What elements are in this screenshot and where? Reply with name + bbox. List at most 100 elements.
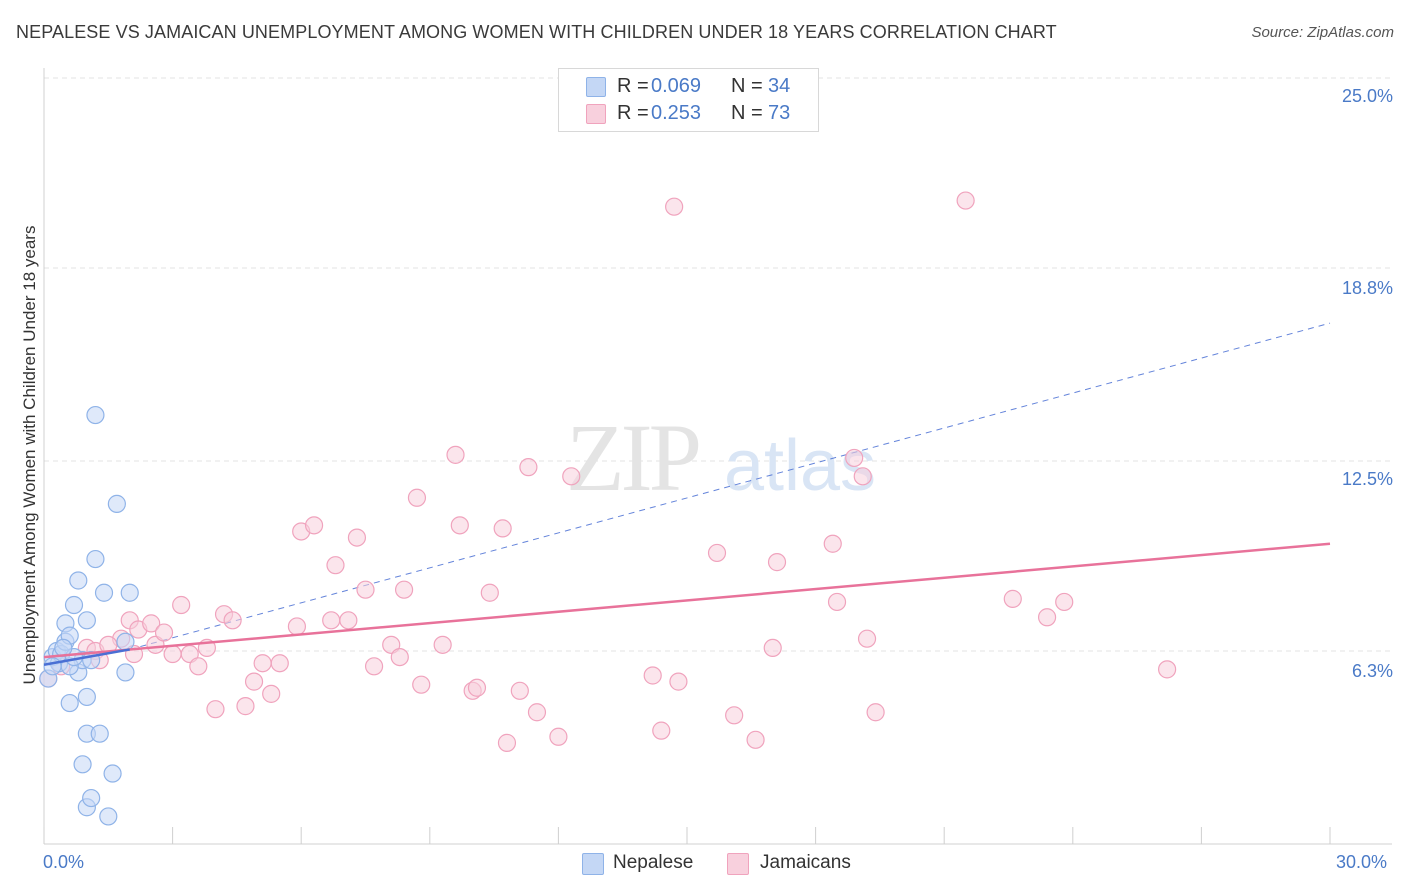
- nepalese-swatch: [586, 77, 606, 97]
- nepalese-swatch: [582, 853, 604, 875]
- jamaicans-point: [364, 657, 384, 676]
- jamaicans-point: [433, 635, 452, 654]
- nepalese-point: [116, 663, 135, 682]
- jamaicans-point: [446, 445, 465, 464]
- jamaicans-point: [326, 556, 345, 575]
- jamaicans-point: [270, 654, 289, 673]
- jamaicans-point: [497, 733, 517, 752]
- jamaicans-point: [244, 672, 264, 691]
- jamaicans-point: [857, 629, 877, 648]
- y-tick-label: 6.3%: [1351, 661, 1393, 681]
- nepalese-point: [82, 788, 101, 808]
- jamaicans-swatch: [727, 853, 749, 875]
- jamaicans-point: [707, 543, 727, 563]
- jamaicans-point: [652, 721, 671, 740]
- jamaicans-point: [287, 617, 307, 636]
- jamaicans-point: [519, 458, 538, 477]
- jamaicans-point: [493, 519, 512, 538]
- jamaicans-point: [412, 675, 431, 694]
- x-tick-label-min: 0.0%: [43, 852, 85, 872]
- jamaicans-point: [467, 678, 487, 697]
- jamaicans-point: [394, 580, 414, 599]
- jamaicans-point: [347, 528, 367, 547]
- jamaicans-point: [262, 684, 281, 703]
- nepalese-trend-line: [43, 648, 130, 666]
- jamaicans-point: [304, 516, 324, 535]
- jamaicans-point: [172, 595, 191, 615]
- jamaicans-point: [746, 730, 765, 749]
- n-value: 34: [768, 75, 791, 97]
- nepalese-point: [77, 611, 96, 630]
- jamaicans-point: [236, 697, 255, 716]
- nepalese-point: [107, 494, 126, 513]
- r-label: R =: [617, 102, 649, 124]
- axes: [43, 68, 1392, 845]
- jamaicans-point: [562, 467, 581, 486]
- jamaicans-point: [356, 580, 375, 599]
- jamaicans-point: [827, 592, 847, 612]
- jamaicans-point: [390, 647, 409, 667]
- jamaicans-trend-line: [43, 542, 1331, 659]
- jamaicans-point: [643, 666, 662, 685]
- jamaicans-point: [823, 534, 842, 553]
- legend-label: Jamaicans: [760, 852, 851, 873]
- nepalese-point: [73, 755, 92, 774]
- legend-label: Nepalese: [613, 852, 694, 873]
- jamaicans-point: [845, 448, 864, 468]
- chart-title: NEPALESE VS JAMAICAN UNEMPLOYMENT AMONG …: [16, 22, 1057, 42]
- jamaicans-point: [480, 583, 499, 602]
- nepalese-point: [103, 764, 122, 783]
- jamaicans-point: [527, 703, 547, 722]
- jamaicans-point: [1055, 592, 1074, 612]
- nepalese-point: [69, 571, 88, 590]
- n-value: 73: [768, 102, 791, 124]
- y-tick-label: 12.5%: [1341, 469, 1393, 489]
- r-label: R =: [617, 75, 649, 97]
- jamaicans-point: [189, 657, 208, 676]
- jamaicans-point: [163, 644, 182, 664]
- jamaicans-point: [1158, 660, 1177, 679]
- nepalese-points: [39, 405, 139, 826]
- jamaicans-point: [853, 467, 872, 486]
- jamaicans-point: [223, 611, 242, 630]
- watermark-zip: ZIP: [566, 404, 699, 511]
- jamaicans-point: [407, 488, 427, 507]
- y-axis-title: Unemployment Among Women with Children U…: [20, 225, 39, 685]
- jamaicans-point: [669, 672, 688, 691]
- nepalese-point: [99, 807, 118, 826]
- trend-lines: [43, 542, 1331, 666]
- y-tick-label: 25.0%: [1341, 86, 1393, 106]
- jamaicans-point: [549, 727, 568, 746]
- jamaicans-point: [866, 703, 885, 722]
- jamaicans-point: [725, 706, 744, 725]
- nepalese-point: [90, 724, 109, 743]
- source-label: Source: ZipAtlas.com: [1251, 24, 1394, 41]
- jamaicans-point: [763, 638, 782, 658]
- nepalese-trend-extended: [129, 322, 1331, 650]
- nepalese-point: [77, 687, 96, 707]
- r-value: 0.253: [651, 102, 702, 124]
- nepalese-point: [120, 583, 139, 602]
- nepalese-point: [86, 405, 105, 425]
- jamaicans-point: [206, 700, 225, 719]
- jamaicans-point: [956, 191, 975, 210]
- jamaicans-point: [253, 654, 272, 673]
- x-tick-label-max: 30.0%: [1336, 852, 1388, 872]
- jamaicans-point: [142, 614, 161, 633]
- nepalese-point: [60, 693, 79, 713]
- nepalese-point: [64, 595, 84, 615]
- jamaicans-point: [1003, 589, 1022, 608]
- jamaicans-point: [154, 623, 174, 642]
- nepalese-point: [43, 657, 62, 676]
- nepalese-point: [86, 549, 105, 569]
- n-label: N =: [731, 75, 763, 97]
- jamaicans-point: [1037, 608, 1057, 627]
- jamaicans-swatch: [586, 104, 606, 124]
- jamaicans-point: [450, 516, 469, 535]
- jamaicans-point: [510, 681, 529, 700]
- nepalese-point: [116, 632, 135, 651]
- jamaicans-point: [767, 553, 787, 572]
- series-legend: Nepalese Jamaicans: [0, 852, 1406, 878]
- nepalese-point: [94, 583, 114, 602]
